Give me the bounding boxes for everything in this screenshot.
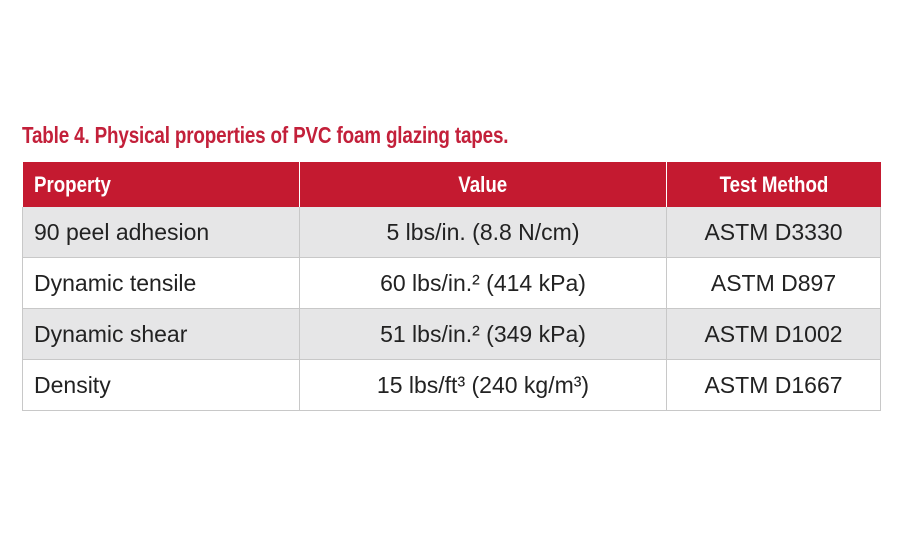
table-cell: Density bbox=[22, 359, 300, 411]
table-cell: Dynamic shear bbox=[22, 308, 300, 360]
table-cell: Dynamic tensile bbox=[22, 257, 300, 309]
table-cell: 5 lbs/in. (8.8 N/cm) bbox=[299, 207, 667, 258]
table-body: 90 peel adhesion 5 lbs/in. (8.8 N/cm) ASTM… bbox=[22, 207, 881, 411]
header-cell: Property bbox=[22, 162, 300, 207]
table-cell: 51 lbs/in.² (349 kPa) bbox=[299, 308, 667, 360]
table-cell: 15 lbs/ft³ (240 kg/m³) bbox=[299, 359, 667, 411]
table-row: Dynamic shear 51 lbs/in.² (349 kPa) ASTM D… bbox=[22, 308, 881, 360]
table-cell: ASTM D897 bbox=[666, 257, 881, 309]
table-cell: 90 peel adhesion bbox=[22, 207, 300, 258]
header-text: Property bbox=[33, 171, 111, 197]
table-title: Table 4. Physical properties of PVC foam… bbox=[22, 122, 509, 148]
header-cell: Test Method bbox=[666, 162, 881, 207]
table-cell: ASTM D1002 bbox=[666, 308, 881, 360]
table-cell: ASTM D3330 bbox=[666, 207, 881, 258]
table-cell: 60 lbs/in.² (414 kPa) bbox=[299, 257, 667, 309]
header-row: Property Value Test Method bbox=[22, 162, 881, 207]
properties-table: Property Value Test Method 90 peel adhes… bbox=[22, 162, 881, 411]
header-text: Value bbox=[458, 171, 508, 197]
table-row: Density 15 lbs/ft³ (240 kg/m³) ASTM D1667 bbox=[22, 359, 881, 411]
header-cell: Value bbox=[299, 162, 667, 207]
header-text: Test Method bbox=[719, 171, 829, 197]
table-row: Dynamic tensile 60 lbs/in.² (414 kPa) ASTM… bbox=[22, 257, 881, 309]
table-row: 90 peel adhesion 5 lbs/in. (8.8 N/cm) ASTM… bbox=[22, 207, 881, 258]
table-cell: ASTM D1667 bbox=[666, 359, 881, 411]
